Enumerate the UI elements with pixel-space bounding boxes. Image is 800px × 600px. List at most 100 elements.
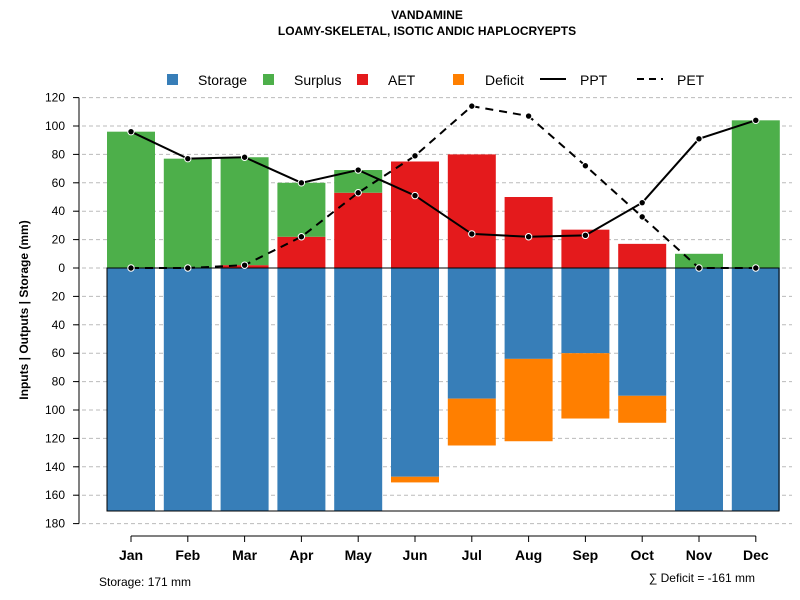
bar-surplus-apr bbox=[277, 182, 326, 237]
y-tick-label: 40 bbox=[52, 204, 66, 218]
x-axis: Jan Feb Mar Apr May Jun Jul Aug Sep Oct Nov Dec bbox=[119, 535, 769, 563]
bars bbox=[107, 120, 780, 511]
x-tick-label-feb: Feb bbox=[175, 547, 200, 563]
x-tick-label-apr: Apr bbox=[289, 547, 314, 563]
bar-aet-oct bbox=[618, 243, 667, 268]
bar-surplus-dec bbox=[731, 120, 780, 268]
x-tick-label-oct: Oct bbox=[631, 547, 655, 563]
point-pet-oct bbox=[638, 213, 646, 221]
y-tick-label: 20 bbox=[52, 289, 66, 303]
legend-label-aet: AET bbox=[388, 72, 416, 88]
point-pet-aug bbox=[524, 112, 533, 120]
point-pet-dec bbox=[752, 264, 760, 272]
bar-storage-jul bbox=[447, 268, 496, 399]
point-ppt-nov bbox=[695, 135, 703, 143]
y-tick-label: 80 bbox=[52, 375, 66, 389]
bar-storage-apr bbox=[277, 268, 326, 511]
legend-swatch-deficit bbox=[453, 74, 464, 85]
y-tick-label: 40 bbox=[52, 318, 66, 332]
point-ppt-sep bbox=[581, 231, 590, 240]
line-ppt bbox=[130, 119, 757, 238]
point-ppt-oct bbox=[638, 198, 646, 207]
bar-storage-may bbox=[334, 268, 383, 511]
bar-deficit-sep bbox=[561, 353, 610, 419]
legend-label-storage: Storage bbox=[198, 72, 247, 88]
bar-surplus-feb bbox=[163, 158, 212, 268]
legend-label-deficit: Deficit bbox=[485, 72, 524, 88]
x-tick-label-dec: Dec bbox=[743, 547, 769, 563]
bar-deficit-aug bbox=[504, 358, 553, 442]
y-tick-label: 20 bbox=[52, 233, 66, 247]
y-tick-label: 60 bbox=[52, 176, 66, 190]
legend-swatch-storage bbox=[167, 74, 178, 85]
bar-aet-apr bbox=[277, 236, 326, 268]
point-pet-apr bbox=[297, 233, 306, 241]
bar-deficit-jun bbox=[391, 476, 439, 483]
x-tick-label-nov: Nov bbox=[686, 547, 713, 563]
y-tick-label: 180 bbox=[45, 517, 65, 531]
y-tick-label: 160 bbox=[45, 488, 65, 502]
point-pet-nov bbox=[695, 264, 703, 272]
point-pet-mar bbox=[240, 261, 249, 269]
point-ppt-dec bbox=[752, 116, 760, 125]
bar-storage-sep bbox=[561, 268, 610, 354]
bar-surplus-mar bbox=[220, 157, 269, 266]
legend-swatch-aet bbox=[357, 74, 368, 85]
y-tick-label: 60 bbox=[52, 346, 66, 360]
point-ppt-jan bbox=[127, 127, 135, 136]
bar-storage-aug bbox=[504, 268, 553, 359]
point-ppt-jul bbox=[468, 230, 476, 238]
point-pet-may bbox=[354, 189, 362, 197]
deficit-note: ∑ Deficit = -161 mm bbox=[649, 571, 755, 585]
bar-storage-nov bbox=[675, 268, 723, 511]
y-tick-label: 120 bbox=[45, 91, 65, 105]
bar-storage-feb bbox=[163, 268, 212, 511]
chart-title: VANDAMINE bbox=[391, 8, 463, 22]
bar-deficit-oct bbox=[618, 395, 667, 423]
x-tick-label-jul: Jul bbox=[462, 547, 482, 563]
y-axis-label: Inputs | Outputs | Storage (mm) bbox=[17, 220, 31, 399]
y-tick-label: 140 bbox=[45, 460, 65, 474]
bar-storage-mar bbox=[220, 268, 269, 511]
chart-subtitle: LOAMY-SKELETAL, ISOTIC ANDIC HAPLOCRYEPT… bbox=[278, 24, 576, 38]
y-tick-label: 120 bbox=[45, 431, 65, 445]
x-tick-label-aug: Aug bbox=[515, 547, 542, 563]
x-tick-label-may: May bbox=[345, 547, 372, 563]
bar-aet-may bbox=[334, 192, 383, 268]
point-pet-sep bbox=[581, 162, 590, 170]
bar-storage-jun bbox=[391, 268, 439, 477]
bar-aet-jul bbox=[447, 154, 496, 268]
series-lines bbox=[127, 102, 760, 272]
bar-deficit-jul bbox=[447, 398, 496, 446]
line-pet bbox=[131, 105, 756, 269]
x-tick-label-jan: Jan bbox=[119, 547, 143, 563]
y-tick-label: 100 bbox=[45, 119, 65, 133]
bar-aet-aug bbox=[504, 197, 553, 268]
chart-legend: Storage Surplus AET Deficit PPT PET bbox=[167, 72, 705, 88]
y-tick-label: 0 bbox=[58, 261, 65, 275]
y-tick-label: 100 bbox=[45, 403, 65, 417]
x-tick-label-mar: Mar bbox=[232, 547, 257, 563]
x-tick-label-sep: Sep bbox=[573, 547, 599, 563]
point-pet-jan bbox=[127, 264, 135, 272]
point-ppt-aug bbox=[524, 233, 533, 241]
legend-label-ppt: PPT bbox=[580, 72, 608, 88]
legend-label-surplus: Surplus bbox=[294, 72, 341, 88]
point-pet-jul bbox=[468, 102, 476, 110]
y-axis: 120 100 80 60 40 20 0 20 40 60 80 100 120 140 160 180 bbox=[45, 91, 80, 531]
bar-storage-jan bbox=[107, 268, 155, 511]
bar-storage-dec bbox=[731, 268, 780, 511]
storage-note: Storage: 171 mm bbox=[99, 575, 191, 589]
point-pet-jun bbox=[411, 152, 419, 160]
point-ppt-feb bbox=[184, 154, 192, 163]
y-tick-label: 80 bbox=[52, 147, 66, 161]
point-ppt-jun bbox=[411, 191, 419, 200]
legend-swatch-surplus bbox=[263, 74, 274, 85]
bar-aet-jun bbox=[391, 161, 439, 268]
bar-storage-oct bbox=[618, 268, 667, 396]
point-ppt-apr bbox=[297, 179, 306, 187]
point-pet-feb bbox=[184, 264, 192, 272]
legend-label-pet: PET bbox=[677, 72, 705, 88]
bar-surplus-jan bbox=[107, 131, 155, 268]
